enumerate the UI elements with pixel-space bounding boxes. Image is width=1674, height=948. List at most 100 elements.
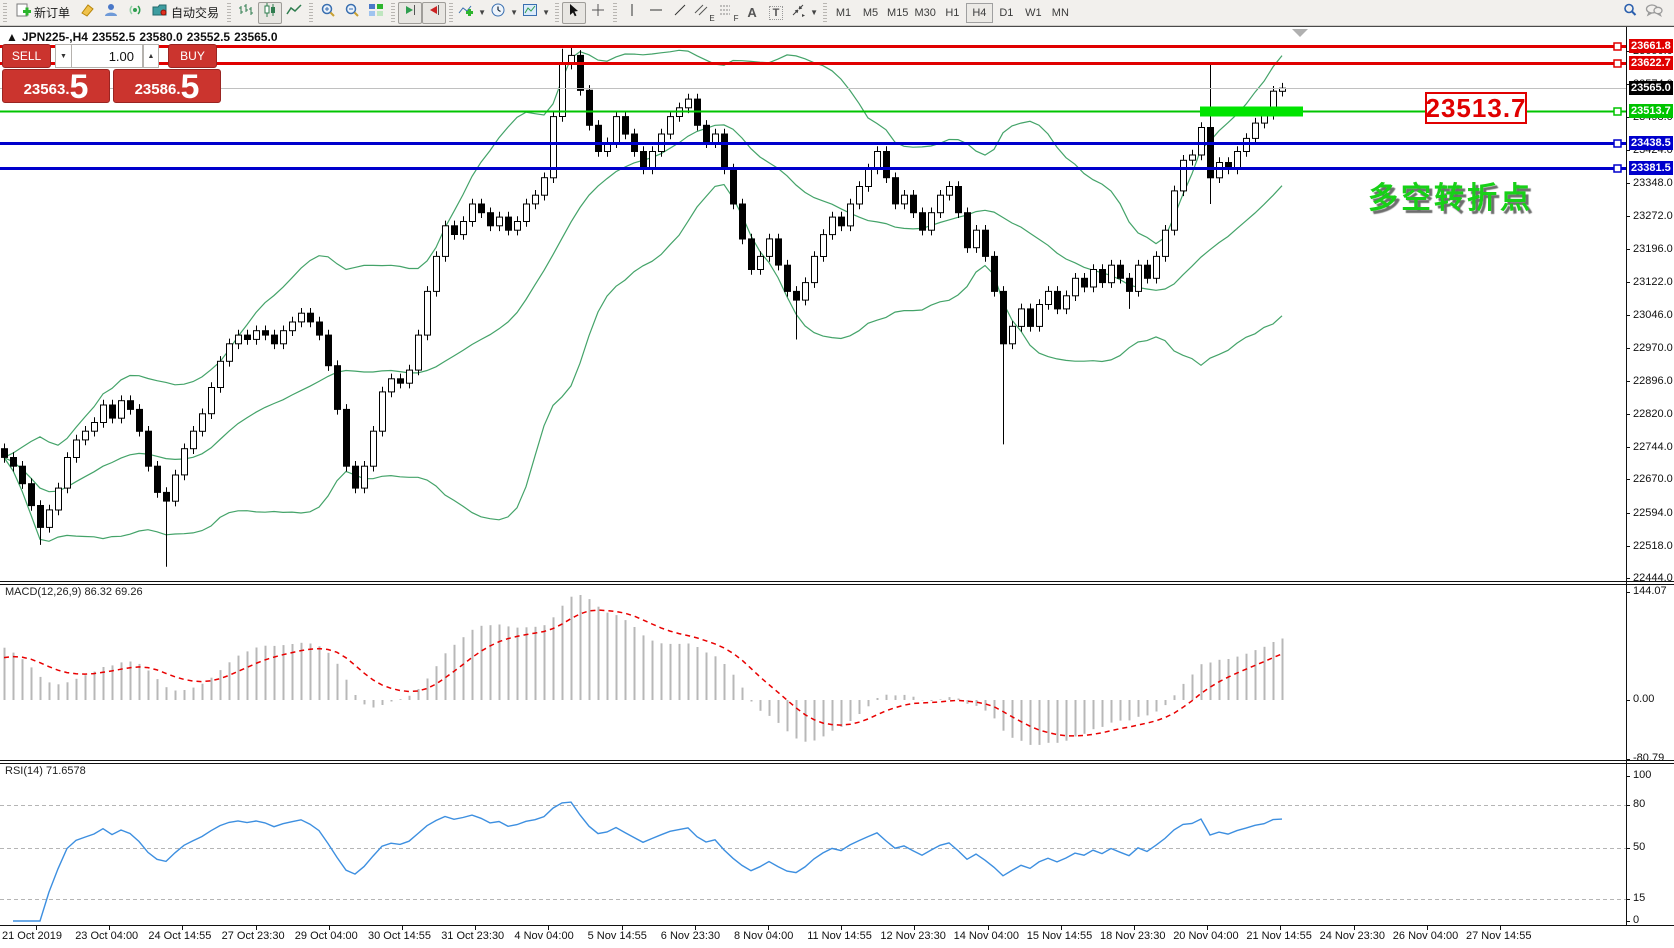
price-level-badge[interactable]: 23622.7 bbox=[1629, 56, 1673, 70]
timeframe-w1-button[interactable]: W1 bbox=[1025, 6, 1042, 19]
time-axis-value[interactable]: 4 Nov 04:00 bbox=[514, 930, 574, 942]
line-chart-button[interactable] bbox=[282, 2, 306, 24]
community-button[interactable] bbox=[99, 2, 123, 24]
timeframe-mn-button[interactable]: MN bbox=[1051, 6, 1069, 19]
volume-increase-button[interactable]: ▲ bbox=[143, 44, 159, 68]
timeframe-m15-button[interactable]: M15 bbox=[887, 6, 909, 19]
time-axis-value[interactable]: 11 Nov 14:55 bbox=[807, 930, 872, 942]
candle-body-up bbox=[1072, 277, 1079, 297]
text-button[interactable]: A bbox=[740, 2, 764, 24]
periods-button[interactable]: ▼ bbox=[488, 2, 520, 24]
eraser-button[interactable] bbox=[75, 2, 99, 24]
search-icon bbox=[1622, 2, 1638, 23]
candle-body-up bbox=[469, 203, 476, 222]
time-axis-value[interactable]: 15 Nov 14:55 bbox=[1026, 930, 1093, 942]
time-axis-value[interactable]: 6 Nov 23:30 bbox=[660, 930, 721, 942]
chart-shift-marker-icon[interactable] bbox=[1292, 29, 1308, 37]
bollinger-lower-band bbox=[3, 183, 1283, 542]
level-line-anchor[interactable] bbox=[1613, 59, 1622, 68]
fibonacci-button[interactable]: F bbox=[716, 2, 740, 24]
candle-body-down bbox=[343, 408, 350, 467]
buy-price-button[interactable]: 23586. 5 bbox=[113, 69, 221, 104]
timeframe-m1-button[interactable]: M1 bbox=[835, 6, 852, 19]
turning-point-annotation[interactable]: 多空转折点 bbox=[1368, 182, 1533, 215]
price-level-badge[interactable]: 23565.0 bbox=[1629, 81, 1673, 95]
zoom-out-button[interactable] bbox=[340, 2, 364, 24]
candle-body-up bbox=[235, 334, 242, 345]
time-axis-value[interactable]: 31 Oct 23:30 bbox=[441, 930, 505, 942]
time-axis-value[interactable]: 5 Nov 14:55 bbox=[587, 930, 647, 942]
zoom-in-icon bbox=[320, 2, 336, 23]
time-axis-value[interactable]: 24 Oct 14:55 bbox=[148, 930, 212, 942]
trendline-button[interactable] bbox=[668, 2, 692, 24]
time-axis-value[interactable]: 30 Oct 14:55 bbox=[368, 930, 431, 942]
price-level-badge[interactable]: 23513.7 bbox=[1629, 104, 1673, 118]
new-order-button[interactable]: 新订单 bbox=[10, 2, 75, 24]
timeframe-h1-button[interactable]: H1 bbox=[945, 6, 960, 19]
candle-body-down bbox=[919, 212, 926, 231]
time-axis-value[interactable]: 21 Oct 2019 bbox=[2, 930, 62, 942]
autotrading-button[interactable]: 自动交易 bbox=[147, 2, 224, 24]
level-line-anchor[interactable] bbox=[1613, 139, 1622, 148]
green-highlight-bar[interactable] bbox=[1200, 106, 1303, 117]
candlestick-chart-button[interactable] bbox=[258, 1, 283, 24]
time-axis-value[interactable]: 20 Nov 04:00 bbox=[1173, 930, 1239, 942]
time-axis-value[interactable]: 24 Nov 23:30 bbox=[1319, 930, 1386, 942]
time-axis-value[interactable]: 18 Nov 23:30 bbox=[1100, 930, 1166, 942]
volume-input[interactable]: 1.00 bbox=[71, 44, 143, 68]
chart-background[interactable] bbox=[0, 26, 1674, 948]
indicators-button[interactable]: ▼ bbox=[456, 2, 488, 24]
tile-windows-button[interactable] bbox=[364, 2, 388, 24]
search-button[interactable] bbox=[1618, 2, 1642, 24]
candle-body-up bbox=[118, 400, 125, 419]
buy-button[interactable]: BUY bbox=[168, 44, 217, 68]
time-axis-value[interactable]: 26 Nov 04:00 bbox=[1392, 930, 1459, 942]
price-tag-label[interactable]: 23513.7 bbox=[1425, 92, 1527, 124]
sell-button[interactable]: SELL bbox=[2, 44, 51, 68]
time-axis-value[interactable]: 29 Oct 04:00 bbox=[294, 930, 358, 942]
time-axis-value[interactable]: 8 Nov 04:00 bbox=[734, 930, 794, 942]
rsi-pane[interactable] bbox=[0, 801, 1626, 922]
chat-button[interactable] bbox=[1642, 2, 1666, 24]
bar-chart-button[interactable] bbox=[234, 2, 258, 24]
timeframe-d1-button[interactable]: D1 bbox=[999, 6, 1014, 19]
macd-axis-value: 0.00 bbox=[1633, 693, 1655, 705]
chart-shift-button[interactable] bbox=[422, 1, 447, 24]
cursor-button[interactable] bbox=[562, 1, 587, 24]
collapse-triangle-icon[interactable]: ▲ bbox=[6, 30, 18, 44]
sell-price-button[interactable]: 23563. 5 bbox=[2, 69, 110, 104]
horizontal-line-button[interactable] bbox=[644, 2, 668, 24]
templates-button[interactable]: ▼ bbox=[520, 2, 552, 24]
time-axis-value[interactable]: 27 Oct 23:30 bbox=[221, 930, 285, 942]
autoscroll-button[interactable] bbox=[398, 1, 423, 24]
level-line-anchor[interactable] bbox=[1613, 107, 1622, 116]
time-axis-value[interactable]: 27 Nov 14:55 bbox=[1466, 930, 1532, 942]
timeframe-h4-button[interactable]: H4 bbox=[965, 2, 993, 23]
price-axis-value: 22744.0 bbox=[1633, 440, 1673, 453]
timeframe-m5-button[interactable]: M5 bbox=[862, 6, 879, 19]
signal-button[interactable] bbox=[123, 2, 147, 24]
time-axis-value[interactable]: 21 Nov 14:55 bbox=[1246, 930, 1312, 942]
candle-body-up bbox=[766, 238, 773, 257]
text-label-button[interactable]: T bbox=[764, 2, 788, 24]
candle-body-down bbox=[397, 378, 404, 384]
time-axis-value[interactable]: 14 Nov 04:00 bbox=[953, 930, 1020, 942]
open-value: 23552.5 bbox=[91, 30, 136, 44]
vertical-line-button[interactable] bbox=[620, 2, 644, 24]
arrows-button[interactable]: ▼ bbox=[788, 2, 820, 24]
time-axis-value[interactable]: 23 Oct 04:00 bbox=[75, 930, 139, 942]
crosshair-button[interactable] bbox=[586, 2, 610, 24]
level-line-anchor[interactable] bbox=[1613, 164, 1622, 173]
volume-decrease-button[interactable]: ▼ bbox=[55, 44, 71, 68]
equidistant-channel-button[interactable]: E bbox=[692, 2, 716, 24]
candle-body-down bbox=[478, 203, 485, 214]
price-level-badge[interactable]: 23661.8 bbox=[1629, 39, 1673, 53]
price-level-badge[interactable]: 23438.5 bbox=[1629, 136, 1673, 150]
time-axis-value[interactable]: 12 Nov 23:30 bbox=[880, 930, 946, 942]
timeframe-m30-button[interactable]: M30 bbox=[914, 6, 936, 19]
zoom-in-button[interactable] bbox=[316, 2, 340, 24]
level-line-anchor[interactable] bbox=[1613, 42, 1622, 51]
price-level-badge[interactable]: 23381.5 bbox=[1629, 161, 1673, 175]
macd-pane[interactable] bbox=[3, 595, 1284, 745]
